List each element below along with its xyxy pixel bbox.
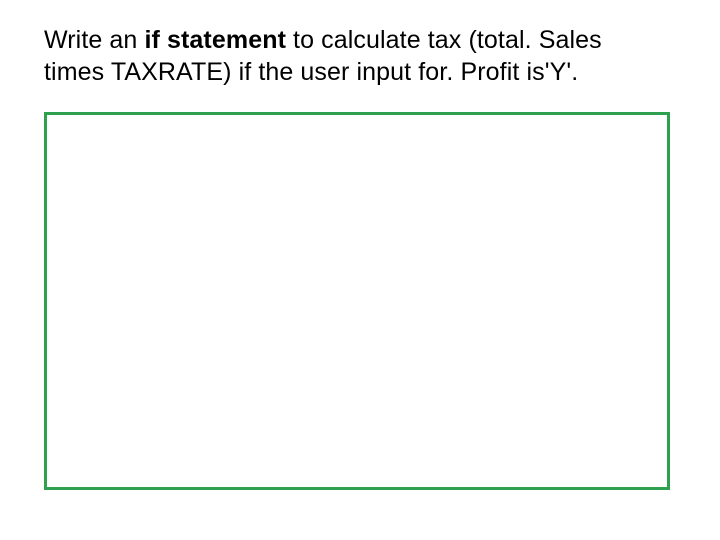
question-part1: Write an: [44, 26, 144, 54]
answer-box: [44, 112, 670, 490]
slide: Write an if statement to calculate tax (…: [0, 0, 720, 540]
question-bold: if statement: [144, 26, 286, 54]
question-text: Write an if statement to calculate tax (…: [44, 24, 644, 88]
